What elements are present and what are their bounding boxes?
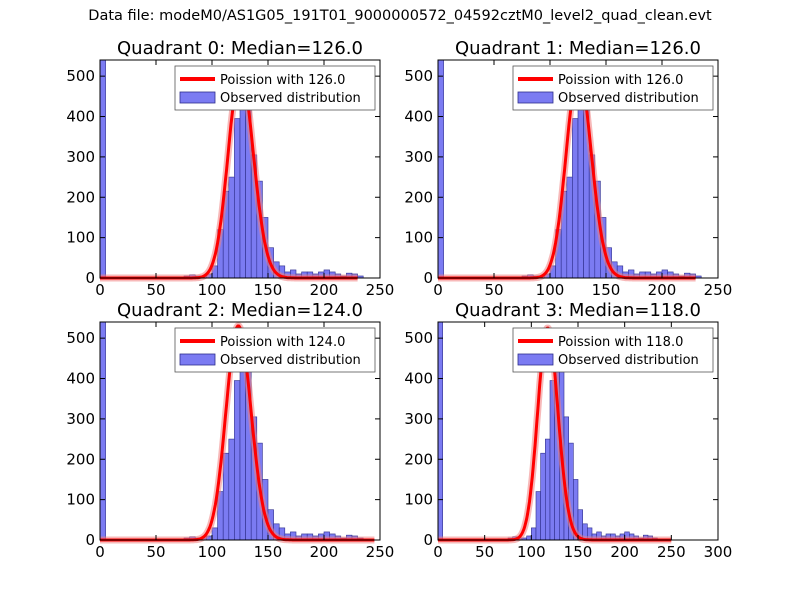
x-tick-label: 100	[536, 281, 565, 299]
y-tick-label: 0	[423, 269, 433, 287]
x-tick-label: 50	[146, 281, 165, 299]
histogram-bar	[228, 438, 235, 541]
x-tick-label: 250	[366, 281, 395, 299]
y-tick-label: 400	[66, 108, 95, 126]
legend-observed-label: Observed distribution	[220, 353, 361, 368]
x-tick-label: 50	[475, 543, 494, 561]
legend-observed-swatch	[517, 353, 554, 366]
histogram-bar	[437, 59, 444, 279]
quadrant-1-plot: Quadrant 1: Median=126.0 0 50 100 150 200 250 0…	[404, 38, 732, 299]
y-tick-label: 200	[66, 188, 95, 206]
histogram-bar	[540, 452, 546, 541]
quadrant-2-title: Quadrant 2: Median=124.0	[117, 300, 363, 321]
x-tick-label: 200	[310, 281, 339, 299]
y-tick-label: 300	[66, 410, 95, 428]
legend-poisson-label: Poission with 126.0	[220, 73, 345, 88]
y-tick-label: 0	[85, 531, 95, 549]
legend-poisson-label: Poission with 126.0	[558, 73, 683, 88]
legend-observed-label: Observed distribution	[220, 91, 361, 106]
y-tick-label: 500	[404, 329, 433, 347]
y-tick-label: 400	[404, 108, 433, 126]
y-tick-label: 500	[404, 67, 433, 85]
y-tick-label: 500	[66, 67, 95, 85]
y-tick-label: 400	[66, 370, 95, 388]
histogram-bar	[228, 176, 235, 279]
x-tick-label: 150	[592, 281, 621, 299]
y-tick-label: 300	[404, 148, 433, 166]
x-tick-label: 200	[610, 543, 639, 561]
y-tick-label: 400	[404, 370, 433, 388]
histogram-bar	[222, 452, 230, 541]
quadrant-3-plot: Quadrant 3: Median=118.0 0 50 100 150 200 250 3…	[404, 300, 732, 561]
y-tick-label: 100	[66, 229, 95, 247]
histogram-bar	[545, 438, 551, 541]
axes-frame	[99, 321, 381, 541]
x-tick-label: 100	[198, 281, 227, 299]
axes-frame	[99, 59, 381, 279]
y-tick-label: 200	[404, 450, 433, 468]
y-tick-label: 500	[66, 329, 95, 347]
histogram-bar	[234, 118, 241, 279]
quadrant-1-title: Quadrant 1: Median=126.0	[455, 38, 701, 59]
x-tick-label: 300	[704, 543, 733, 561]
histogram-bar	[234, 380, 241, 541]
legend-observed-swatch	[179, 353, 216, 366]
x-tick-label: 150	[254, 281, 283, 299]
x-tick-label: 250	[704, 281, 733, 299]
x-tick-label: 100	[198, 543, 227, 561]
x-tick-label: 200	[648, 281, 677, 299]
x-tick-label: 0	[433, 543, 443, 561]
legend-observed-label: Observed distribution	[558, 353, 699, 368]
y-tick-label: 300	[404, 410, 433, 428]
y-tick-label: 100	[66, 491, 95, 509]
y-tick-label: 100	[404, 229, 433, 247]
quadrant-3-title: Quadrant 3: Median=118.0	[455, 300, 701, 321]
legend-observed-swatch	[517, 91, 554, 104]
y-tick-label: 200	[66, 450, 95, 468]
x-tick-label: 150	[254, 543, 283, 561]
y-tick-label: 100	[404, 491, 433, 509]
y-tick-label: 0	[85, 269, 95, 287]
x-tick-label: 0	[95, 281, 105, 299]
histogram-bar	[572, 118, 579, 279]
legend-poisson-label: Poission with 118.0	[558, 335, 683, 350]
histogram-bar	[535, 491, 541, 541]
x-tick-label: 100	[517, 543, 546, 561]
histogram-bar	[99, 59, 106, 279]
quadrant-2-plot: Quadrant 2: Median=124.0 0 50 100 150 200 250 0…	[66, 300, 394, 561]
x-tick-label: 50	[146, 543, 165, 561]
x-tick-label: 250	[657, 543, 686, 561]
figure-title: Data file: modeM0/AS1G05_191T01_90000005…	[88, 8, 712, 24]
histogram-bar	[531, 527, 537, 541]
x-tick-label: 50	[484, 281, 503, 299]
x-tick-label: 250	[366, 543, 395, 561]
quadrant-0-title: Quadrant 0: Median=126.0	[117, 38, 363, 59]
quadrant-0-plot: Quadrant 0: Median=126.0 0 50 100 150 200 250 0…	[66, 38, 394, 299]
y-tick-label: 300	[66, 148, 95, 166]
y-tick-label: 0	[423, 531, 433, 549]
histogram-bar	[437, 321, 443, 541]
legend-poisson-label: Poission with 124.0	[220, 335, 345, 350]
x-tick-label: 0	[95, 543, 105, 561]
axes-frame	[437, 59, 719, 279]
x-tick-label: 200	[310, 543, 339, 561]
histogram-bar	[566, 176, 573, 279]
histogram-bar	[526, 535, 532, 541]
legend-observed-swatch	[179, 91, 216, 104]
y-tick-label: 200	[404, 188, 433, 206]
histogram-bar	[99, 321, 106, 541]
histogram-bar	[211, 527, 218, 541]
x-tick-label: 0	[433, 281, 443, 299]
x-tick-label: 150	[564, 543, 593, 561]
legend-observed-label: Observed distribution	[558, 91, 699, 106]
